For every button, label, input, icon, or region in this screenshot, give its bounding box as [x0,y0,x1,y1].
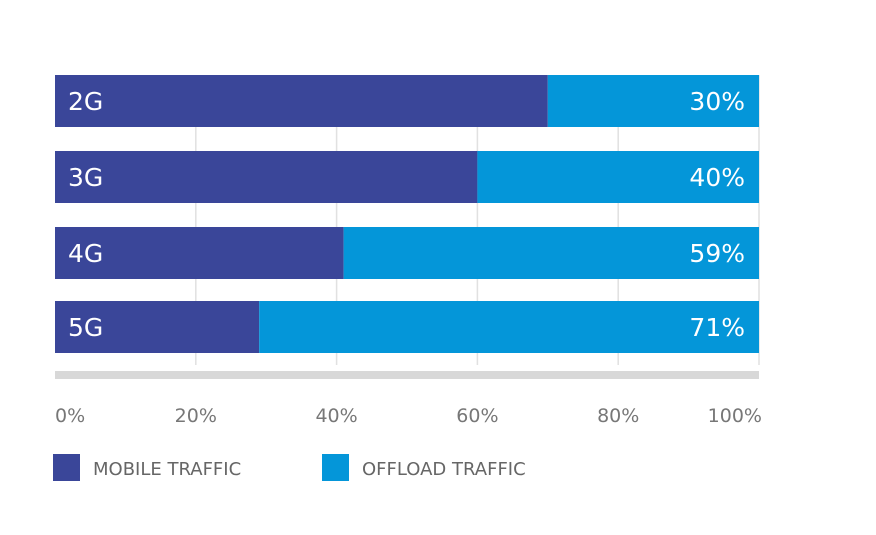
bar-offload-traffic [259,301,759,353]
category-label: 2G [68,87,103,116]
value-label: 71% [689,313,745,342]
value-label: 40% [689,163,745,192]
bar-mobile-traffic [55,301,260,353]
legend-swatch [322,454,349,481]
bar-offload-traffic [343,227,759,279]
bar-mobile-traffic [55,75,548,127]
x-tick-label: 100% [708,405,762,427]
category-label: 5G [68,313,103,342]
x-tick-label: 80% [597,405,639,427]
x-tick-label: 60% [456,405,498,427]
bar-offload-traffic [547,75,759,127]
bars: 2G 30% 3G 40% 4G 59% 5G 71% [55,75,759,353]
legend-label: MOBILE TRAFFIC [93,459,241,480]
bar-mobile-traffic [55,227,344,279]
x-axis-ticks: 0% 20% 40% 60% 80% 100% [55,405,762,427]
x-tick-label: 20% [175,405,217,427]
x-axis-line [55,371,759,379]
legend-swatch [53,454,80,481]
category-label: 4G [68,239,103,268]
legend: MOBILE TRAFFIC OFFLOAD TRAFFIC [53,454,526,481]
value-label: 59% [689,239,745,268]
bar-offload-traffic [477,151,759,203]
value-label: 30% [689,87,745,116]
legend-label: OFFLOAD TRAFFIC [362,459,526,480]
x-tick-label: 0% [55,405,85,427]
bar-mobile-traffic [55,151,478,203]
x-tick-label: 40% [315,405,357,427]
category-label: 3G [68,163,103,192]
